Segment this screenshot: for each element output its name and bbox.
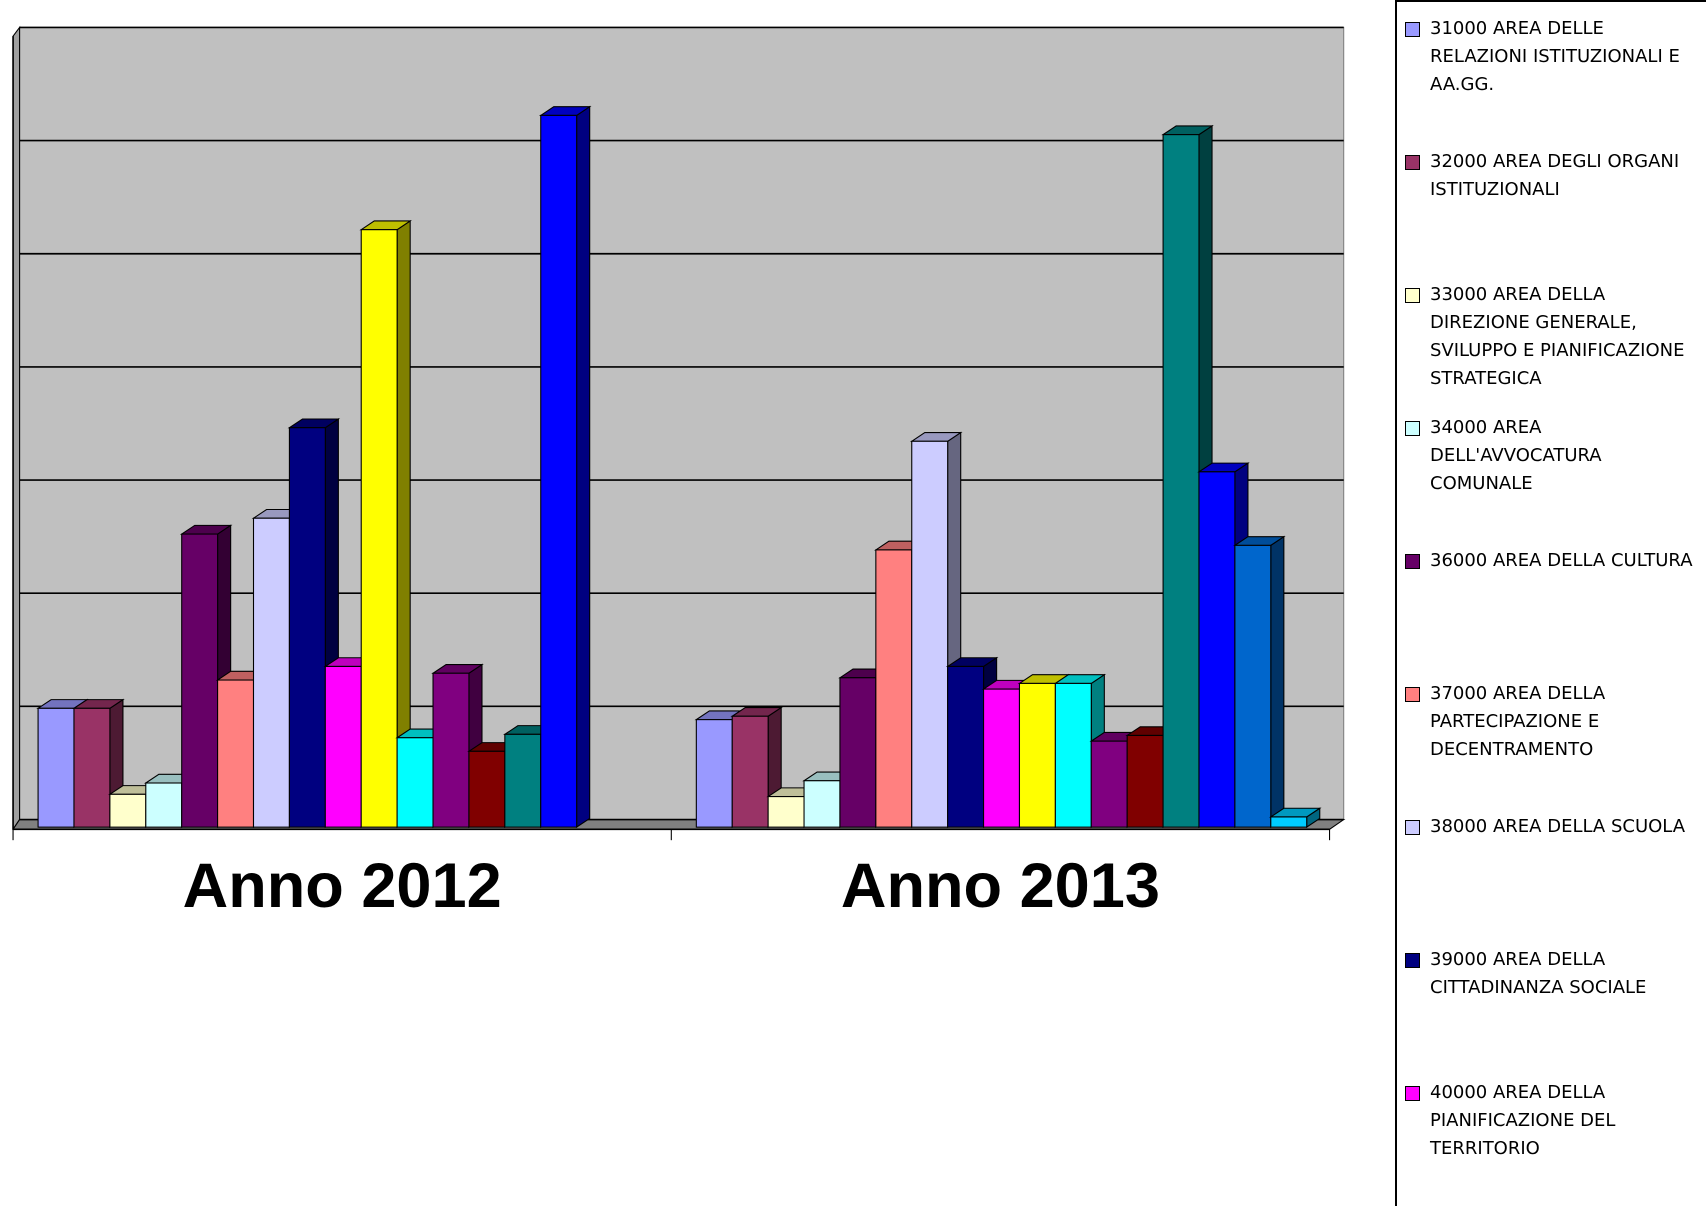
- legend: 31000 AREA DELLE RELAZIONI ISTITUZIONALI…: [1395, 0, 1706, 1206]
- bar: [803, 780, 841, 828]
- bar: [1126, 734, 1164, 828]
- legend-swatch: [1405, 22, 1420, 37]
- bar-side: [1270, 535, 1285, 829]
- legend-label: 39000 AREA DELLA CITTADINANZA SOCIALE: [1430, 949, 1647, 998]
- legend-swatch: [1405, 155, 1420, 170]
- bar: [731, 715, 769, 828]
- bar: [288, 427, 326, 828]
- bar: [839, 677, 877, 828]
- bar: [73, 707, 111, 828]
- grid: [19, 26, 1344, 821]
- bar: [1090, 740, 1128, 828]
- legend-entry: 38000 AREA DELLA SCUOLA: [1405, 813, 1700, 841]
- bar: [1018, 682, 1056, 828]
- legend-entry: 40000 AREA DELLA PIANIFICAZIONE DEL TERR…: [1405, 1079, 1700, 1163]
- side-wall: [12, 25, 21, 832]
- bar: [252, 517, 290, 828]
- bar: [504, 733, 542, 828]
- bars: [36, 105, 1322, 829]
- legend-label: 33000 AREA DELLA DIREZIONE GENERALE, SVI…: [1430, 284, 1685, 389]
- legend-entry: 34000 AREA DELL'AVVOCATURA COMUNALE: [1405, 414, 1700, 498]
- legend-swatch: [1405, 953, 1420, 968]
- legend-label: 38000 AREA DELLA SCUOLA: [1430, 816, 1686, 837]
- legend-swatch: [1405, 1086, 1420, 1101]
- bar: [468, 750, 506, 828]
- bar: [396, 737, 434, 828]
- bar: [145, 782, 183, 828]
- x-labels: Anno 2012 Anno 2013: [12, 829, 1331, 921]
- bar: [695, 719, 733, 828]
- bar: [432, 672, 470, 828]
- legend-swatch: [1405, 554, 1420, 569]
- legend-entry: 31000 AREA DELLE RELAZIONI ISTITUZIONALI…: [1405, 15, 1700, 99]
- bar: [947, 665, 985, 828]
- bar: [1270, 816, 1308, 828]
- bar: [1198, 471, 1236, 828]
- legend-swatch: [1405, 421, 1420, 436]
- legend-label: 36000 AREA DELLA CULTURA: [1430, 550, 1693, 571]
- category-label: Anno 2012: [183, 851, 502, 921]
- category-label: Anno 2013: [841, 851, 1160, 921]
- legend-label: 40000 AREA DELLA PIANIFICAZIONE DEL TERR…: [1430, 1082, 1616, 1159]
- bar: [324, 665, 362, 828]
- legend-entry: 32000 AREA DEGLI ORGANI ISTITUZIONALI: [1405, 148, 1700, 204]
- bar: [1054, 682, 1092, 828]
- bar: [983, 688, 1021, 828]
- bar: [1162, 134, 1200, 828]
- bar-side: [576, 105, 591, 829]
- legend-swatch: [1405, 820, 1420, 835]
- bar: [181, 533, 219, 828]
- bar: [875, 549, 913, 828]
- legend-entry: 36000 AREA DELLA CULTURA: [1405, 547, 1700, 575]
- legend-label: 32000 AREA DEGLI ORGANI ISTITUZIONALI: [1430, 151, 1680, 200]
- legend-entry: 37000 AREA DELLA PARTECIPAZIONE E DECENT…: [1405, 680, 1700, 764]
- legend-swatch: [1405, 687, 1420, 702]
- bar: [37, 707, 75, 828]
- bar: [767, 796, 805, 828]
- legend-label: 34000 AREA DELL'AVVOCATURA COMUNALE: [1430, 417, 1602, 494]
- legend-entry: 33000 AREA DELLA DIREZIONE GENERALE, SVI…: [1405, 281, 1700, 393]
- legend-label: 37000 AREA DELLA PARTECIPAZIONE E DECENT…: [1430, 683, 1606, 760]
- bar: [109, 793, 147, 828]
- legend-entry: 39000 AREA DELLA CITTADINANZA SOCIALE: [1405, 946, 1700, 1002]
- bar: [1234, 544, 1272, 828]
- legend-label: 31000 AREA DELLE RELAZIONI ISTITUZIONALI…: [1430, 18, 1680, 95]
- bar: [911, 440, 949, 828]
- bar: [360, 229, 398, 828]
- bar: [540, 114, 578, 828]
- bar: [217, 679, 255, 828]
- legend-swatch: [1405, 288, 1420, 303]
